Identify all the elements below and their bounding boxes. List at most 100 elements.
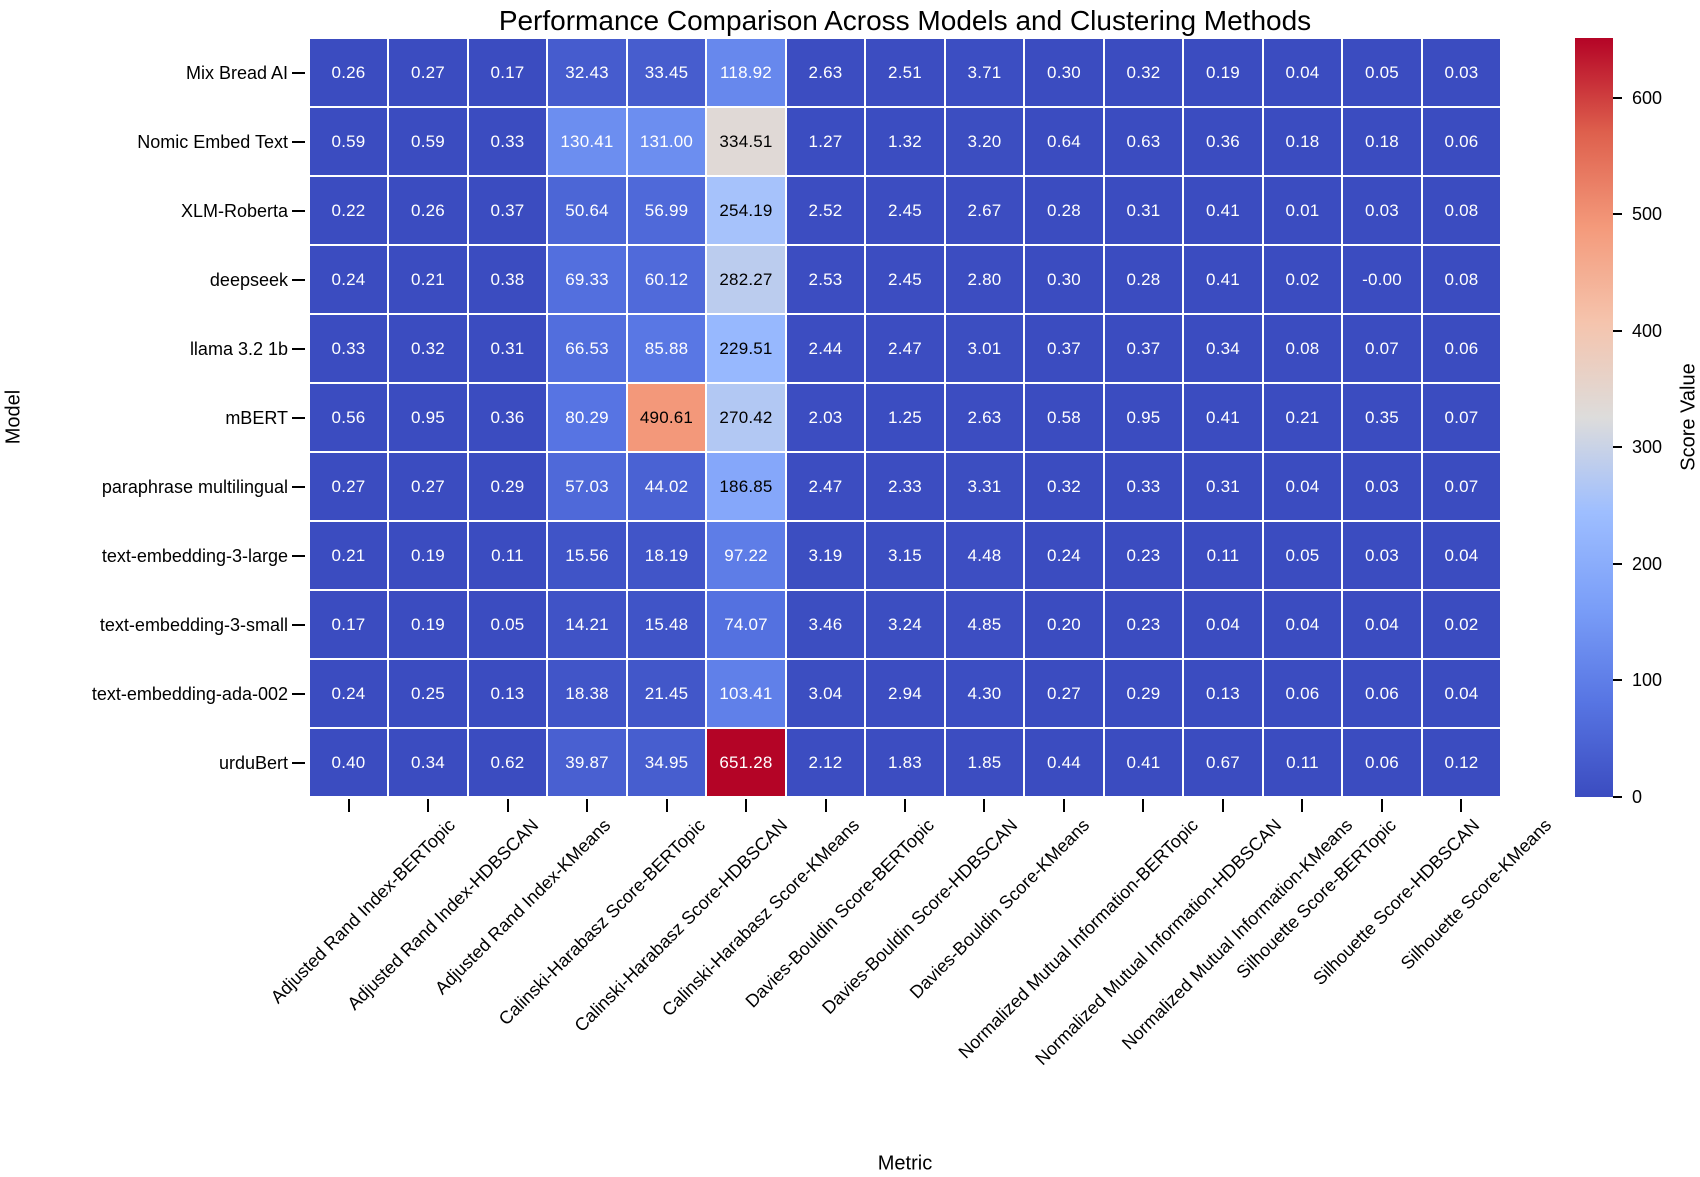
heatmap-cell: 39.87 bbox=[547, 728, 627, 797]
heatmap-cell: 0.28 bbox=[1104, 245, 1183, 314]
colorbar-tick-label: 500 bbox=[1632, 204, 1663, 225]
heatmap-cell: 0.04 bbox=[1263, 590, 1342, 659]
heatmap-cell: 0.11 bbox=[1263, 728, 1342, 797]
x-axis-label: Metric bbox=[877, 1152, 933, 1175]
heatmap-cell: 0.32 bbox=[1024, 452, 1104, 521]
heatmap-cell: 2.63 bbox=[945, 383, 1024, 452]
heatmap-cell: 3.31 bbox=[945, 452, 1024, 521]
heatmap-cell: 0.07 bbox=[1422, 452, 1501, 521]
heatmap-cell: 118.92 bbox=[706, 38, 786, 107]
heatmap-cell: 0.27 bbox=[309, 452, 388, 521]
heatmap-cell: 2.33 bbox=[865, 452, 945, 521]
x-tick-mark bbox=[1221, 799, 1224, 812]
colorbar-tick-mark bbox=[1613, 679, 1622, 682]
heatmap-cell: 0.01 bbox=[1263, 176, 1342, 245]
heatmap-cell: 0.08 bbox=[1263, 314, 1342, 383]
heatmap-cell: 66.53 bbox=[547, 314, 627, 383]
colorbar-tick-mark bbox=[1613, 796, 1622, 798]
heatmap-cell: 0.11 bbox=[468, 521, 547, 590]
y-tick-mark bbox=[292, 71, 305, 74]
x-tick-mark bbox=[1062, 799, 1065, 812]
heatmap-cell: 0.33 bbox=[468, 107, 547, 176]
colorbar-tick-mark bbox=[1613, 213, 1622, 216]
heatmap-cell: 0.41 bbox=[1183, 383, 1263, 452]
heatmap-cell: 254.19 bbox=[706, 176, 786, 245]
x-tick-label: Silhouette Score-KMeans bbox=[1396, 815, 1556, 974]
heatmap-cell: 74.07 bbox=[706, 590, 786, 659]
heatmap-cell: 0.23 bbox=[1104, 521, 1183, 590]
x-tick-mark bbox=[347, 799, 350, 812]
heatmap-cell: 0.17 bbox=[309, 590, 388, 659]
heatmap-cell: 0.56 bbox=[309, 383, 388, 452]
heatmap-cell: 0.30 bbox=[1024, 38, 1104, 107]
heatmap-cell: 1.32 bbox=[865, 107, 945, 176]
x-tick-mark bbox=[983, 799, 986, 812]
y-tick-mark bbox=[292, 692, 305, 695]
heatmap-cell: 0.18 bbox=[1263, 107, 1342, 176]
heatmap-cell: 0.27 bbox=[1024, 659, 1104, 728]
heatmap-cell: 0.02 bbox=[1263, 245, 1342, 314]
y-tick-label: Mix Bread AI bbox=[185, 62, 288, 83]
chart-title: Performance Comparison Across Models and… bbox=[498, 5, 1312, 36]
heatmap-cell: 0.95 bbox=[388, 383, 468, 452]
heatmap-cell: 2.80 bbox=[945, 245, 1024, 314]
y-tick-mark bbox=[292, 485, 305, 488]
colorbar-tick-mark bbox=[1613, 96, 1622, 99]
colorbar-tick-mark bbox=[1613, 329, 1622, 332]
heatmap-cell: 0.04 bbox=[1263, 452, 1342, 521]
heatmap-cell: 2.47 bbox=[865, 314, 945, 383]
y-tick-label: mBERT bbox=[225, 407, 288, 428]
heatmap-cell: 0.21 bbox=[1263, 383, 1342, 452]
colorbar-tick-label: 300 bbox=[1632, 437, 1663, 458]
heatmap-cell: 0.07 bbox=[1342, 314, 1422, 383]
x-tick-mark bbox=[427, 799, 430, 812]
heatmap-cell: 0.19 bbox=[1183, 38, 1263, 107]
y-tick-mark bbox=[292, 209, 305, 212]
heatmap-cell: 56.99 bbox=[627, 176, 706, 245]
heatmap-cell: 0.06 bbox=[1342, 659, 1422, 728]
colorbar-gradient bbox=[1575, 38, 1613, 797]
y-tick-label: XLM-Roberta bbox=[180, 200, 288, 221]
heatmap-cell: 0.02 bbox=[1422, 590, 1501, 659]
heatmap-cell: 44.02 bbox=[627, 452, 706, 521]
heatmap-cell: 3.24 bbox=[865, 590, 945, 659]
heatmap-cell: 2.45 bbox=[865, 245, 945, 314]
heatmap-cell: 229.51 bbox=[706, 314, 786, 383]
heatmap-cell: 270.42 bbox=[706, 383, 786, 452]
heatmap-cell: 14.21 bbox=[547, 590, 627, 659]
heatmap-cell: 131.00 bbox=[627, 107, 706, 176]
heatmap-cell: 2.47 bbox=[786, 452, 865, 521]
heatmap-cell: 2.51 bbox=[865, 38, 945, 107]
heatmap-cell: 0.33 bbox=[309, 314, 388, 383]
heatmap-cell: 4.30 bbox=[945, 659, 1024, 728]
heatmap-cell: 1.25 bbox=[865, 383, 945, 452]
heatmap-cell: 0.36 bbox=[468, 383, 547, 452]
heatmap-cell: 18.38 bbox=[547, 659, 627, 728]
heatmap-cell: 21.45 bbox=[627, 659, 706, 728]
y-tick-mark bbox=[292, 347, 305, 350]
heatmap-cell: 2.53 bbox=[786, 245, 865, 314]
heatmap-cell: 0.29 bbox=[1104, 659, 1183, 728]
heatmap-cell: 0.04 bbox=[1422, 521, 1501, 590]
heatmap-cell: 0.27 bbox=[388, 452, 468, 521]
heatmap-cell: 0.31 bbox=[1104, 176, 1183, 245]
heatmap-cell: 0.44 bbox=[1024, 728, 1104, 797]
heatmap-cell: 0.33 bbox=[1104, 452, 1183, 521]
y-tick-label: text-embedding-3-large bbox=[101, 545, 288, 566]
heatmap-cell: 0.05 bbox=[1263, 521, 1342, 590]
heatmap-cell: 0.08 bbox=[1422, 245, 1501, 314]
heatmap-cell: 0.22 bbox=[309, 176, 388, 245]
heatmap-cell: 69.33 bbox=[547, 245, 627, 314]
heatmap-cell: 334.51 bbox=[706, 107, 786, 176]
colorbar-tick-mark bbox=[1613, 446, 1622, 449]
y-tick-label: urduBert bbox=[218, 752, 288, 773]
heatmap-cell: 32.43 bbox=[547, 38, 627, 107]
heatmap-cell: 0.18 bbox=[1342, 107, 1422, 176]
heatmap-cell: 0.41 bbox=[1183, 245, 1263, 314]
heatmap-cell: 0.04 bbox=[1263, 38, 1342, 107]
heatmap-cell: 0.23 bbox=[1104, 590, 1183, 659]
heatmap-cell: 0.12 bbox=[1422, 728, 1501, 797]
heatmap-cell: 0.58 bbox=[1024, 383, 1104, 452]
heatmap-cell: 0.13 bbox=[468, 659, 547, 728]
